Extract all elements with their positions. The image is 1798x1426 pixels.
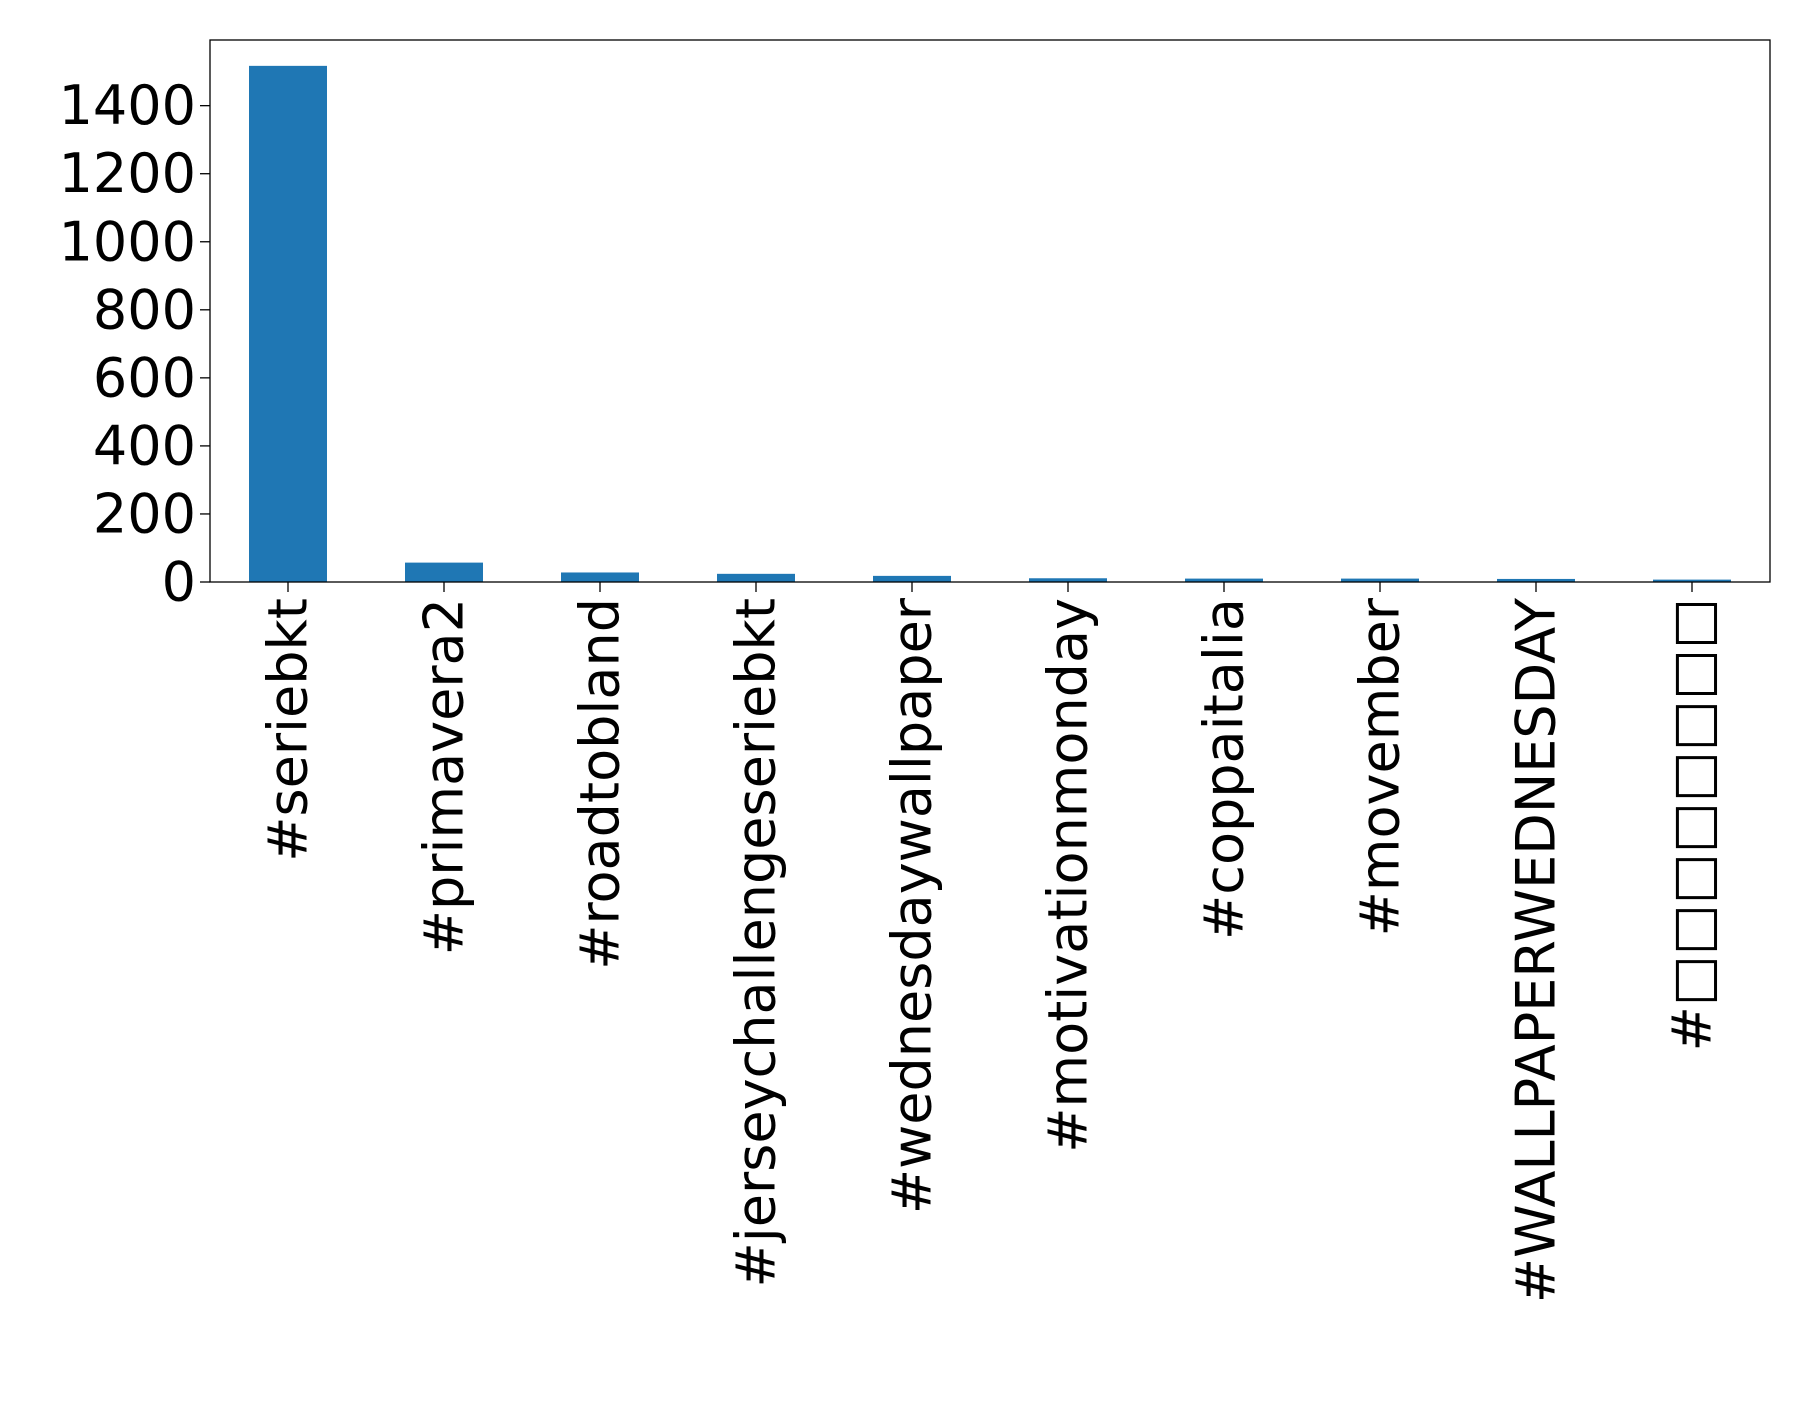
bars-group — [249, 65, 1731, 583]
bar-1 — [405, 562, 483, 582]
y-tick-label-7: 1400 — [59, 74, 196, 137]
bar-0 — [249, 65, 327, 583]
x-tick-label-0: #seriebkt — [257, 598, 320, 862]
y-tick-label-0: 0 — [162, 551, 196, 614]
x-tick-label-7: #movember — [1349, 597, 1412, 936]
y-tick-label-3: 600 — [93, 346, 196, 409]
bar-8 — [1497, 578, 1575, 582]
x-tick-label-5: #motivationmonday — [1037, 598, 1100, 1153]
x-tick-label-4: #wednesdaywallpaper — [881, 597, 944, 1214]
bar-7 — [1341, 578, 1419, 582]
y-tick-label-4: 800 — [93, 278, 196, 341]
bar-2 — [561, 572, 639, 582]
bar-3 — [717, 573, 795, 582]
bar-9 — [1653, 579, 1731, 582]
y-tick-label-5: 1000 — [59, 210, 196, 273]
x-axis: #seriebkt #primavera2 #roadtobland #jerseyc… — [257, 582, 1724, 1303]
x-tick-label-2: #roadtobland — [569, 598, 632, 970]
y-tick-label-2: 400 — [93, 414, 196, 477]
x-tick-label-1: #primavera2 — [413, 598, 476, 955]
bar-5 — [1029, 578, 1107, 582]
x-tick-label-8: #WALLPAPERWEDNESDAY — [1505, 597, 1568, 1303]
bar-6 — [1185, 578, 1263, 582]
x-tick-label-9: #□□□□□□□□ — [1661, 598, 1724, 1051]
bar-4 — [873, 575, 951, 582]
x-tick-label-6: #coppaitalia — [1193, 598, 1256, 940]
y-tick-label-6: 1200 — [59, 142, 196, 205]
y-tick-label-1: 200 — [93, 482, 196, 545]
plot-frame — [209, 39, 1771, 583]
x-tick-label-3: #jerseychallengeseriebkt — [725, 598, 788, 1287]
